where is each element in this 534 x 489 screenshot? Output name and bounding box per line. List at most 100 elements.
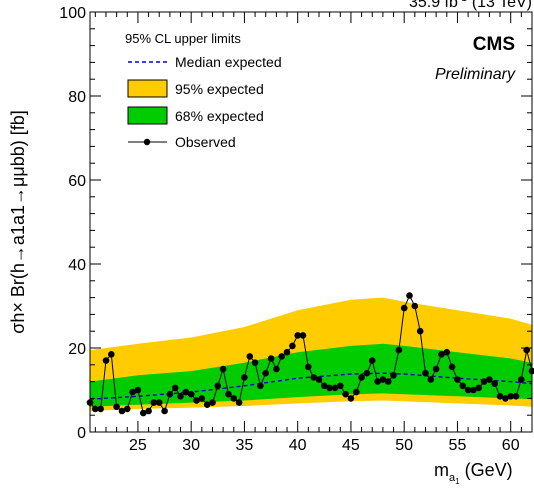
x-axis-title: ma1(GeV) xyxy=(434,460,513,486)
observed-point xyxy=(118,407,126,415)
x-tick-label: 35 xyxy=(236,437,254,454)
observed-point xyxy=(496,393,504,400)
observed-point xyxy=(518,376,525,383)
observed-point xyxy=(379,376,387,383)
observed-point xyxy=(262,369,270,377)
observed-point xyxy=(251,359,259,367)
observed-point xyxy=(459,382,467,390)
observed-point xyxy=(337,382,344,390)
observed-point xyxy=(427,376,435,383)
median-expected-line xyxy=(89,372,533,400)
observed-point xyxy=(480,378,488,385)
observed-point xyxy=(315,376,323,383)
observed-point xyxy=(198,395,206,402)
observed-point xyxy=(273,365,280,373)
observed-point xyxy=(358,374,365,381)
observed-point xyxy=(384,378,392,385)
observed-point xyxy=(326,384,333,392)
x-tick-label: 50 xyxy=(395,437,413,454)
observed-point xyxy=(374,378,381,385)
observed-point xyxy=(140,409,147,417)
legend-median-label: Median expected xyxy=(175,54,282,70)
plot-frame xyxy=(89,11,533,433)
observed-point xyxy=(193,397,200,404)
observed-point xyxy=(491,380,499,388)
observed-point xyxy=(92,405,99,413)
observed-point xyxy=(155,399,163,406)
y-tick-label: 20 xyxy=(68,341,86,358)
observed-point xyxy=(161,407,168,415)
observed-point xyxy=(363,369,371,377)
observed-point xyxy=(310,374,318,381)
observed-point xyxy=(209,399,216,406)
observed-points xyxy=(86,292,534,417)
x-tick-label: 25 xyxy=(129,437,147,454)
observed-point xyxy=(406,292,413,299)
x-tick-label: 45 xyxy=(342,437,360,454)
observed-point xyxy=(108,351,115,358)
observed-point xyxy=(129,388,136,396)
legend-observed-label: Observed xyxy=(175,134,236,150)
observed-point xyxy=(166,390,174,398)
observed-point xyxy=(502,395,509,402)
experiment-label: CMS xyxy=(473,34,515,55)
observed-point xyxy=(134,386,142,394)
observed-point xyxy=(203,401,211,409)
band-68-expected xyxy=(90,343,532,407)
observed-point xyxy=(289,342,296,350)
observed-point xyxy=(395,346,403,354)
y-tick-label: 60 xyxy=(68,173,86,190)
observed-point xyxy=(305,363,312,371)
legend-observed-marker xyxy=(143,138,151,146)
observed-point xyxy=(171,384,179,392)
legend-title: 95% CL upper limits xyxy=(125,31,241,46)
observed-point xyxy=(182,388,190,396)
observed-point xyxy=(507,393,514,400)
observed-point xyxy=(283,348,291,356)
y-tick-label: 100 xyxy=(59,5,86,22)
observed-point xyxy=(97,405,104,413)
observed-point xyxy=(331,384,339,392)
observed-point xyxy=(528,367,534,375)
observed-point xyxy=(225,390,232,398)
observed-point xyxy=(470,386,477,394)
observed-point xyxy=(475,384,483,392)
observed-point xyxy=(486,376,493,383)
observed-point xyxy=(214,382,222,390)
observed-point xyxy=(422,369,429,377)
observed-point xyxy=(145,407,152,415)
observed-point xyxy=(353,388,360,396)
legend-68-label: 68% expected xyxy=(175,108,264,124)
observed-point xyxy=(267,355,275,362)
status-label: Preliminary xyxy=(435,66,516,83)
plot-area xyxy=(86,292,534,417)
y-tick-label: 0 xyxy=(77,425,86,442)
observed-point xyxy=(124,405,131,413)
observed-point xyxy=(246,353,254,360)
observed-point xyxy=(150,399,158,406)
observed-point xyxy=(235,399,243,406)
observed-point xyxy=(294,332,302,339)
observed-point xyxy=(177,393,184,400)
x-tick-label: 55 xyxy=(449,437,467,454)
observed-point xyxy=(347,395,355,402)
observed-point xyxy=(230,395,238,402)
observed-point xyxy=(454,376,461,383)
observed-point xyxy=(400,304,408,312)
observed-point xyxy=(443,348,451,356)
observed-point xyxy=(257,382,264,390)
legend-95-swatch xyxy=(127,79,168,98)
x-tick-label: 40 xyxy=(289,437,307,454)
y-axis-ticks: 0 20 40 60 80 100 xyxy=(59,5,532,442)
legend: 95% CL upper limits Median expected 95% … xyxy=(125,31,282,150)
legend-68-swatch xyxy=(127,106,168,125)
x-axis-ticks: 25 30 35 40 45 50 55 60 xyxy=(94,12,533,454)
observed-point xyxy=(187,390,195,398)
observed-point xyxy=(113,403,120,411)
y-axis-title: σh× Br(h→a1a1→μμbb) [fb] xyxy=(8,110,28,333)
legend-95-label: 95% expected xyxy=(175,81,264,97)
observed-point xyxy=(278,353,286,360)
observed-point xyxy=(368,357,376,364)
y-tick-label: 40 xyxy=(68,257,86,274)
